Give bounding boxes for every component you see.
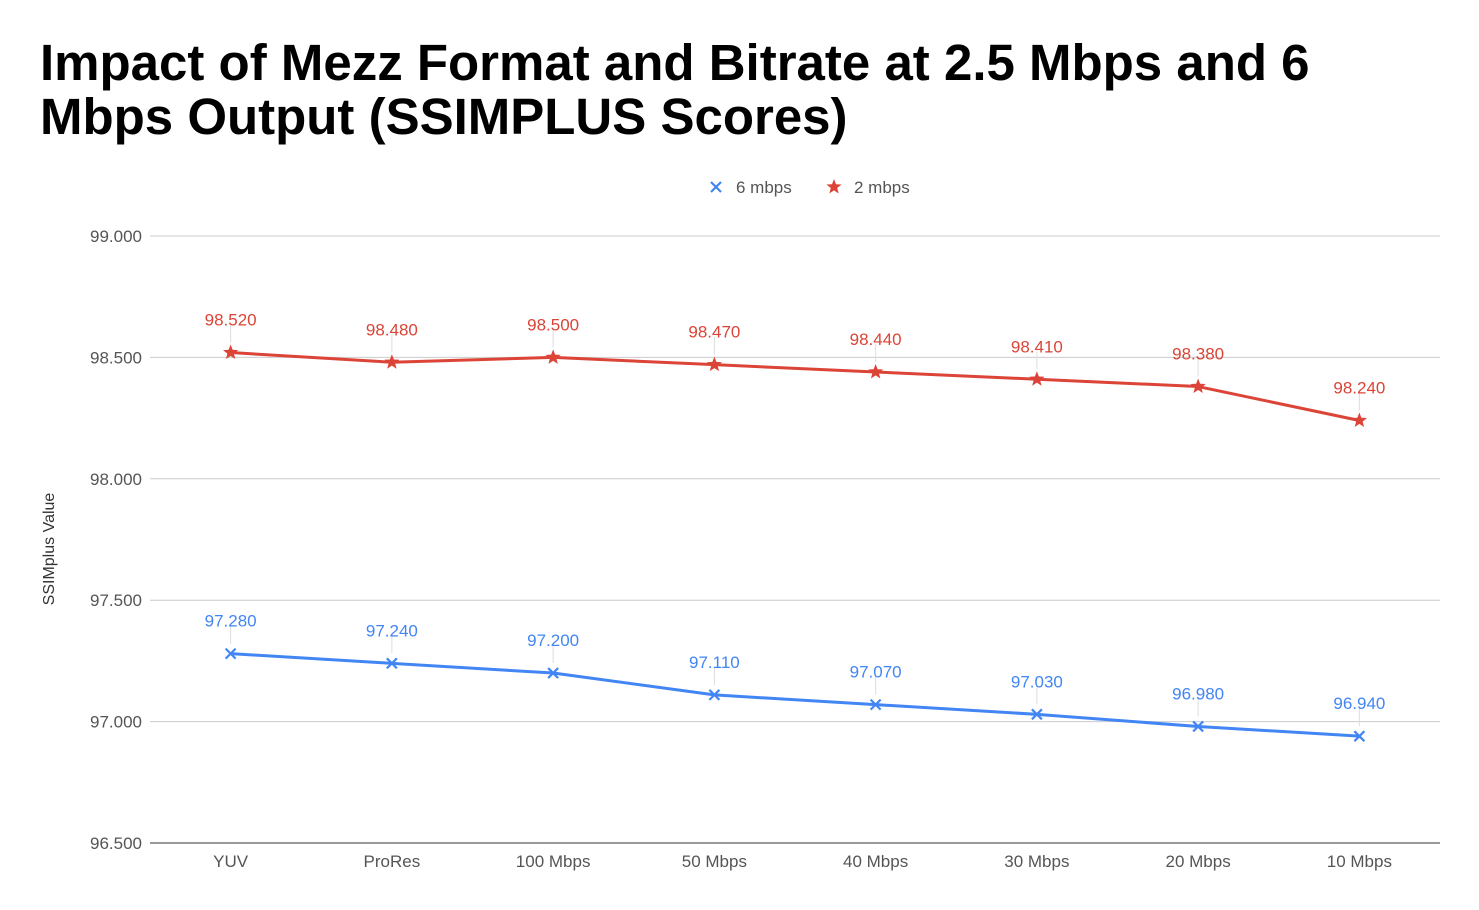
data-labels: 97.280 97.240 97.200 97.110 97.070 97.030 96.9… — [205, 311, 1385, 727]
legend-marker-2-mbps — [826, 179, 842, 194]
chart-title: Impact of Mezz Format and Bitrate at 2.5… — [40, 34, 1310, 145]
x-tick-label: 10 Mbps — [1327, 852, 1392, 871]
data-point-6-mbps — [224, 647, 237, 660]
data-label-6-mbps: 97.200 — [527, 631, 579, 650]
data-point-2-mbps — [223, 344, 239, 360]
data-label-6-mbps: 97.240 — [366, 621, 418, 640]
x-tick-label: 40 Mbps — [843, 852, 908, 871]
x-marker-stroke — [386, 657, 398, 670]
data-point-6-mbps — [1353, 730, 1366, 742]
data-point-2-mbps — [545, 349, 561, 364]
data-label-6-mbps: 96.940 — [1333, 694, 1385, 713]
data-label-2-mbps: 98.380 — [1172, 345, 1224, 364]
x-tick-label: 50 Mbps — [682, 852, 747, 871]
data-point-6-mbps — [1031, 708, 1043, 721]
data-label-2-mbps: 98.410 — [1011, 337, 1063, 356]
data-point-2-mbps — [706, 356, 722, 372]
legend-item-6-mbps: 6 mbps — [710, 178, 792, 197]
data-point-6-mbps — [386, 657, 398, 670]
x-marker-stroke — [1192, 720, 1204, 733]
legend: 6 mbps 2 mbps — [710, 178, 910, 197]
y-tick-label: 99.000 — [90, 227, 142, 246]
x-tick-label: 100 Mbps — [516, 852, 591, 871]
data-label-6-mbps: 97.280 — [205, 612, 257, 631]
x-marker-stroke — [547, 667, 559, 679]
x-marker-stroke — [1353, 730, 1366, 742]
legend-label-6-mbps: 6 mbps — [736, 178, 792, 197]
data-point-2-mbps — [868, 363, 884, 379]
data-point-6-mbps — [708, 689, 721, 701]
data-point-2-mbps — [384, 354, 400, 369]
gridlines — [150, 235, 1440, 844]
legend-label-2-mbps: 2 mbps — [854, 178, 910, 197]
data-label-2-mbps: 98.470 — [688, 323, 740, 342]
y-axis-title: SSIMplus Value — [41, 493, 58, 606]
x-marker-stroke — [224, 647, 237, 660]
data-label-2-mbps: 98.480 — [366, 320, 418, 339]
data-point-2-mbps — [1190, 378, 1206, 394]
y-tick-label: 98.000 — [90, 470, 142, 489]
y-axis-ticks: 96.500 97.000 97.500 98.000 98.500 99.000 — [90, 227, 142, 853]
x-tick-label: 30 Mbps — [1004, 852, 1069, 871]
data-label-2-mbps: 98.520 — [205, 311, 257, 330]
data-label-6-mbps: 97.070 — [850, 663, 902, 682]
data-label-2-mbps: 98.500 — [527, 315, 579, 334]
y-tick-label: 96.500 — [90, 834, 142, 853]
y-tick-label: 97.000 — [90, 713, 142, 732]
y-tick-label: 98.500 — [90, 348, 142, 367]
series-lines — [223, 344, 1367, 742]
y-tick-label: 97.500 — [90, 591, 142, 610]
series-line-6-mbps — [229, 652, 1361, 738]
legend-item-2-mbps: 2 mbps — [826, 178, 910, 197]
data-label-2-mbps: 98.240 — [1333, 379, 1385, 398]
data-point-2-mbps — [1351, 412, 1367, 427]
data-point-6-mbps — [1192, 720, 1204, 733]
x-tick-label: ProRes — [364, 852, 421, 871]
x-marker-stroke — [869, 698, 882, 711]
x-marker-stroke — [1031, 708, 1043, 721]
data-point-6-mbps — [547, 667, 559, 679]
data-label-6-mbps: 97.030 — [1011, 672, 1063, 691]
x-axis-ticks: YUV ProRes 100 Mbps 50 Mbps 40 Mbps 30 Mbps 20… — [213, 852, 1392, 871]
series-line-2-mbps — [229, 351, 1361, 423]
legend-marker-6-mbps — [710, 181, 722, 193]
data-label-6-mbps: 96.980 — [1172, 684, 1224, 703]
x-marker-stroke — [708, 689, 721, 701]
x-tick-label: YUV — [213, 852, 249, 871]
x-tick-label: 20 Mbps — [1166, 852, 1231, 871]
data-point-2-mbps — [1029, 371, 1045, 386]
data-label-6-mbps: 97.110 — [689, 653, 740, 672]
data-point-6-mbps — [869, 698, 882, 711]
data-label-2-mbps: 98.440 — [850, 330, 902, 349]
x-marker-stroke — [710, 181, 722, 193]
